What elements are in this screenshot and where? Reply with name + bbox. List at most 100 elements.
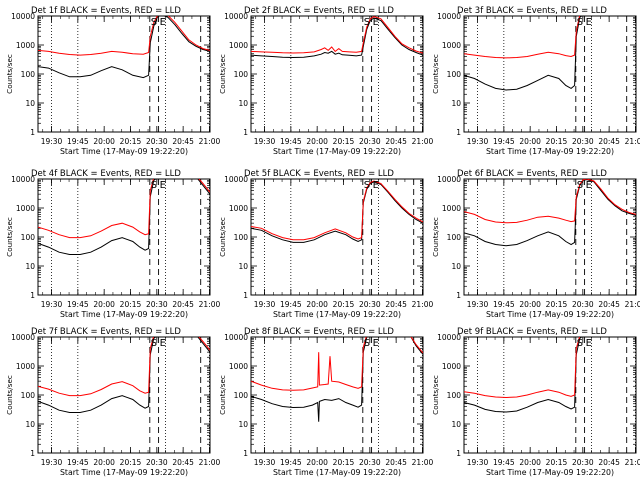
x-tick-label: 20:45 xyxy=(385,458,407,467)
y-tick-label: 10000 xyxy=(224,175,248,184)
x-tick-label: 21:00 xyxy=(199,300,221,309)
panel-title: Det 5f BLACK = Events, RED = LLD xyxy=(244,169,394,179)
y-tick-label: 1000 xyxy=(229,362,248,371)
x-tick-label: 20:00 xyxy=(306,300,328,309)
y-axis-label: Counts/sec xyxy=(5,217,14,257)
events-series-line xyxy=(464,16,583,91)
lld-series-line xyxy=(38,179,210,239)
x-tick-label: 20:45 xyxy=(172,137,194,146)
x-tick-label: 20:00 xyxy=(306,137,328,146)
end-marker-label: E xyxy=(586,180,592,191)
y-tick-label: 10000 xyxy=(11,175,35,184)
y-tick-label: 1 xyxy=(243,449,248,458)
y-axis-label: Counts/sec xyxy=(218,54,227,94)
detector-panel-9: Det 9f BLACK = Events, RED = LLD 1 10 100 10… xyxy=(431,327,640,477)
events-series-line xyxy=(38,16,210,79)
x-tick-label: 21:00 xyxy=(412,137,434,146)
panel-title: Det 3f BLACK = Events, RED = LLD xyxy=(457,6,607,16)
panel-title: Det 9f BLACK = Events, RED = LLD xyxy=(457,327,607,337)
y-tick-label: 10000 xyxy=(224,333,248,342)
y-tick-label: 1000 xyxy=(442,362,461,371)
x-tick-label: 19:30 xyxy=(254,300,276,309)
y-tick-label: 1 xyxy=(243,128,248,137)
y-tick-label: 10 xyxy=(238,262,248,271)
x-tick-label: 20:15 xyxy=(546,458,568,467)
x-tick-label: 20:30 xyxy=(359,137,381,146)
x-axis-label: Start Time (17-May-09 19:22:20) xyxy=(486,147,614,156)
panel-title: Det 7f BLACK = Events, RED = LLD xyxy=(31,327,181,337)
y-tick-label: 1000 xyxy=(16,362,35,371)
y-tick-label: 1 xyxy=(456,128,461,137)
y-tick-label: 100 xyxy=(447,70,462,79)
end-marker-label: E xyxy=(373,180,379,191)
x-axis-label: Start Time (17-May-09 19:22:20) xyxy=(60,310,188,319)
y-tick-label: 1000 xyxy=(16,41,35,50)
detector-panel-2: Det 2f BLACK = Events, RED = LLD 1 10 100 10… xyxy=(218,6,434,156)
y-tick-label: 1 xyxy=(456,291,461,300)
x-tick-label: 21:00 xyxy=(625,300,640,309)
y-axis-label: Counts/sec xyxy=(218,375,227,415)
y-tick-label: 100 xyxy=(234,70,249,79)
plot-frame xyxy=(463,15,637,133)
lld-series-line xyxy=(464,337,580,399)
panel-title: Det 2f BLACK = Events, RED = LLD xyxy=(244,6,394,16)
y-tick-label: 10000 xyxy=(11,12,35,21)
lld-series-line xyxy=(251,180,423,241)
panel-title: Det 6f BLACK = Events, RED = LLD xyxy=(457,169,607,179)
y-tick-label: 10000 xyxy=(11,333,35,342)
y-axis-label: Counts/sec xyxy=(431,375,440,415)
panel-title: Det 1f BLACK = Events, RED = LLD xyxy=(31,6,181,16)
panel-title: Det 4f BLACK = Events, RED = LLD xyxy=(31,169,181,179)
lld-series-line xyxy=(464,179,636,224)
x-tick-label: 19:30 xyxy=(254,458,276,467)
x-tick-label: 20:45 xyxy=(172,458,194,467)
start-marker-label: S xyxy=(151,338,157,349)
x-tick-label: 20:00 xyxy=(519,300,541,309)
x-tick-label: 19:30 xyxy=(41,300,63,309)
x-tick-label: 19:30 xyxy=(41,137,63,146)
x-tick-label: 20:15 xyxy=(546,300,568,309)
x-tick-label: 19:45 xyxy=(493,137,515,146)
y-tick-label: 1000 xyxy=(442,204,461,213)
x-tick-label: 20:45 xyxy=(385,137,407,146)
x-axis-label: Start Time (17-May-09 19:22:20) xyxy=(273,147,401,156)
plot-frame xyxy=(250,336,424,454)
end-marker-label: E xyxy=(586,338,592,349)
detector-panel-3: Det 3f BLACK = Events, RED = LLD 1 10 100 10… xyxy=(431,6,640,156)
y-tick-label: 1000 xyxy=(442,41,461,50)
x-tick-label: 19:30 xyxy=(254,137,276,146)
x-axis-label: Start Time (17-May-09 19:22:20) xyxy=(486,468,614,477)
y-tick-label: 1 xyxy=(456,449,461,458)
end-marker-label: E xyxy=(160,338,166,349)
panel-title: Det 8f BLACK = Events, RED = LLD xyxy=(244,327,394,337)
x-tick-label: 20:30 xyxy=(146,300,168,309)
lld-series-line xyxy=(38,16,210,56)
end-marker-label: E xyxy=(160,17,166,28)
start-marker-label: S xyxy=(151,17,157,28)
x-tick-label: 19:45 xyxy=(67,137,89,146)
lld-series-line xyxy=(464,16,581,59)
x-axis-label: Start Time (17-May-09 19:22:20) xyxy=(273,468,401,477)
x-tick-label: 19:30 xyxy=(467,137,489,146)
x-tick-label: 20:00 xyxy=(93,137,115,146)
x-tick-label: 21:00 xyxy=(412,300,434,309)
y-tick-label: 100 xyxy=(21,233,36,242)
x-tick-label: 20:15 xyxy=(120,137,142,146)
start-marker-label: S xyxy=(577,338,583,349)
start-marker-label: S xyxy=(577,180,583,191)
x-tick-label: 21:00 xyxy=(199,137,221,146)
plot-frame xyxy=(37,336,211,454)
x-axis-label: Start Time (17-May-09 19:22:20) xyxy=(273,310,401,319)
y-tick-label: 100 xyxy=(21,391,36,400)
plot-frame xyxy=(463,336,637,454)
y-tick-label: 100 xyxy=(234,391,249,400)
y-tick-label: 10 xyxy=(451,262,461,271)
x-tick-label: 20:45 xyxy=(598,458,620,467)
y-tick-label: 1000 xyxy=(16,204,35,213)
y-tick-label: 1 xyxy=(30,291,35,300)
x-tick-label: 21:00 xyxy=(625,458,640,467)
plot-frame xyxy=(37,178,211,296)
events-series-line xyxy=(464,337,583,413)
